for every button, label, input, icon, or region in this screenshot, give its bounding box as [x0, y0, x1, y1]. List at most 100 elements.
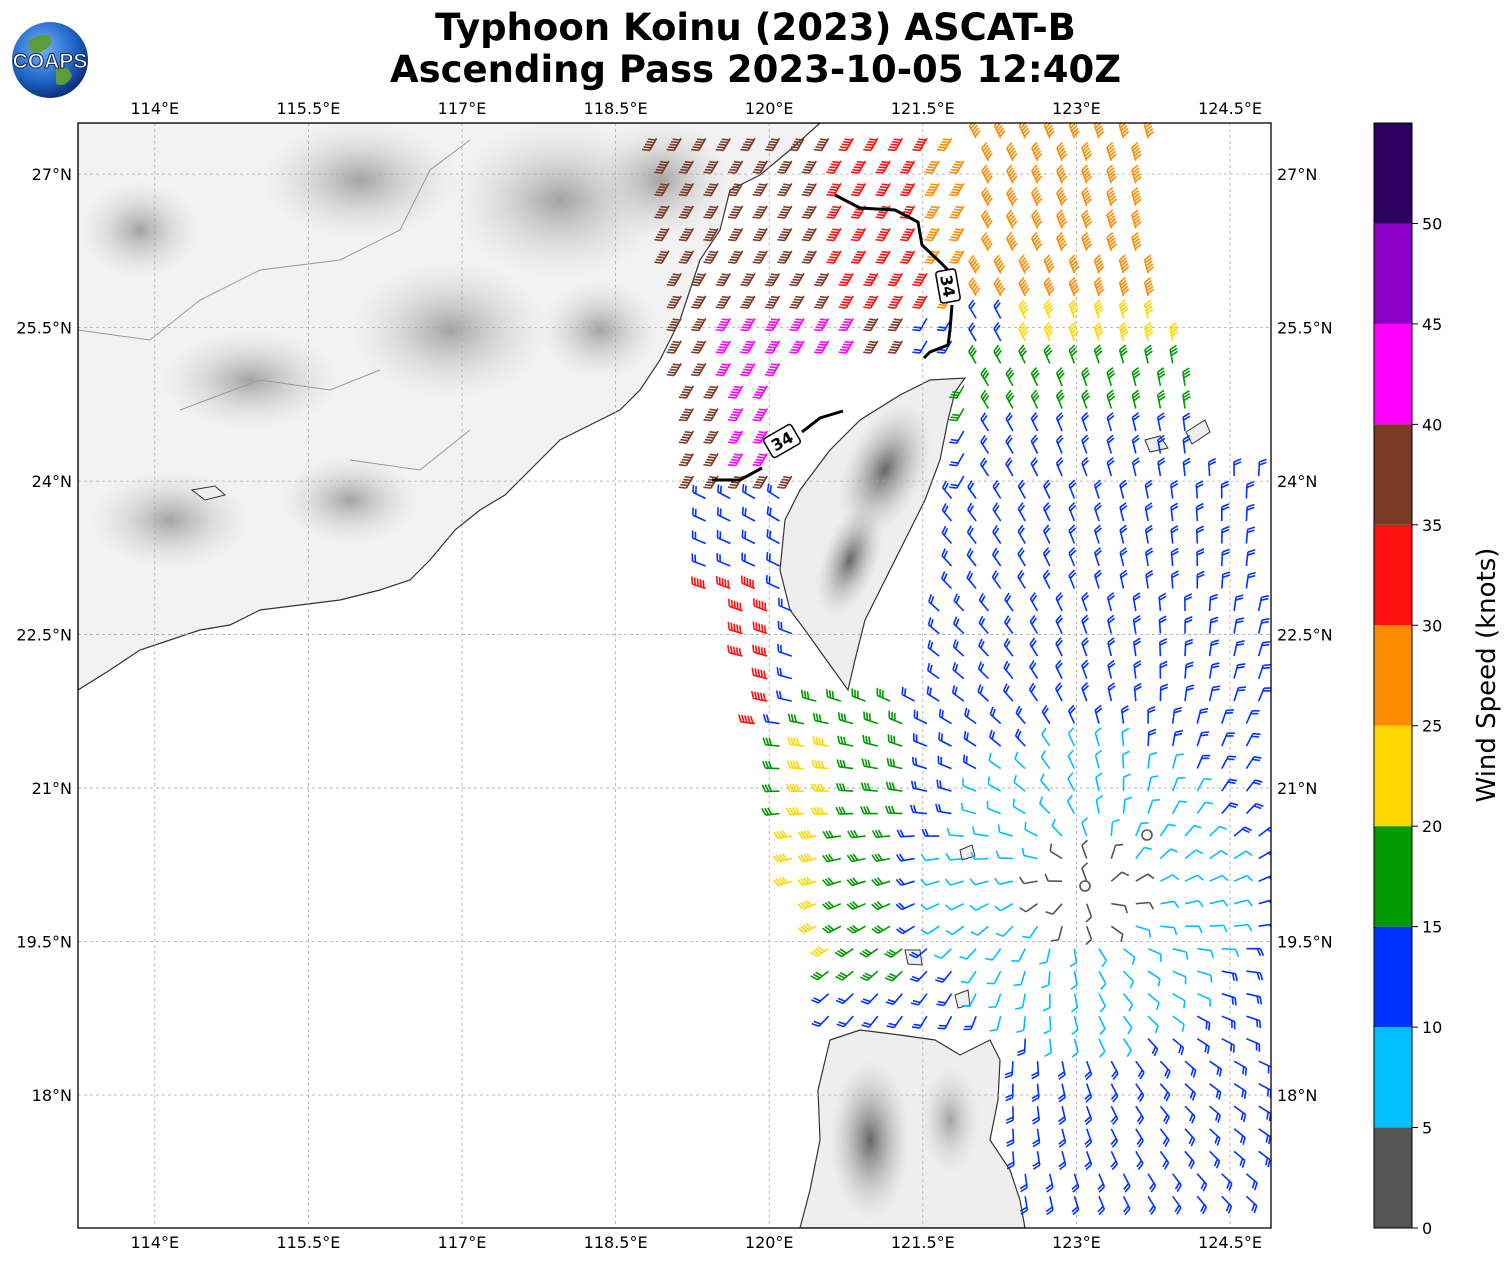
wind-barb — [1182, 389, 1191, 409]
wind-barb — [1159, 660, 1168, 679]
wind-barb — [715, 272, 731, 287]
wind-barb — [727, 205, 744, 219]
wind-barb — [1019, 1196, 1029, 1215]
wind-barb — [871, 901, 891, 911]
wind-barb — [1029, 614, 1039, 635]
wind-barb — [1135, 846, 1152, 860]
wind-barb — [1095, 772, 1103, 792]
wind-barb — [1081, 659, 1090, 679]
wind-barb — [1068, 569, 1077, 589]
colorbar-tick-label: 5 — [1422, 1119, 1432, 1138]
colorbar-segment — [1374, 223, 1412, 324]
wind-barb — [786, 760, 805, 770]
wind-barb — [980, 457, 990, 477]
wind-barb — [666, 295, 682, 309]
wind-barb — [876, 687, 891, 702]
wind-barb — [752, 160, 768, 174]
wind-barb — [969, 902, 989, 911]
wind-barb — [703, 385, 719, 399]
wind-barb — [1081, 434, 1090, 454]
wind-barb — [888, 710, 903, 725]
wind-barb — [1068, 344, 1078, 364]
wind-barb — [727, 385, 744, 399]
wind-barb — [826, 182, 842, 197]
wind-barb — [777, 227, 793, 242]
wind-barb — [1257, 594, 1270, 612]
wind-barb — [949, 182, 965, 197]
wind-barb — [678, 408, 695, 422]
wind-barb — [1045, 1173, 1054, 1193]
wind-barb — [989, 706, 1002, 725]
wind-barb — [1258, 1128, 1271, 1145]
wind-barb — [1195, 525, 1205, 544]
wind-barb — [1070, 993, 1079, 1013]
wind-barb — [937, 1015, 953, 1030]
wind-barb — [1233, 1150, 1246, 1168]
wind-barb — [1221, 571, 1231, 589]
wind-barb — [944, 902, 965, 911]
wind-barb — [935, 970, 953, 983]
wind-barb — [1093, 569, 1102, 589]
wind-barb — [1209, 1150, 1221, 1169]
wind-barb — [775, 690, 792, 702]
wind-barb — [885, 993, 903, 1006]
wind-barb — [1184, 1083, 1196, 1101]
wind-barb — [863, 317, 879, 332]
wind-barb — [1245, 1195, 1258, 1214]
wind-barb — [741, 529, 756, 545]
lat-tick-label-left: 18°N — [32, 1086, 72, 1105]
wind-barb — [1068, 502, 1077, 522]
wind-barb — [1145, 569, 1154, 589]
wind-barb — [1245, 709, 1260, 724]
wind-barb — [1135, 1150, 1144, 1170]
wind-barb — [813, 340, 830, 354]
wind-barb — [1081, 457, 1090, 477]
wind-barb — [1119, 524, 1128, 544]
wind-barb — [895, 878, 915, 887]
wind-barb — [1208, 685, 1221, 702]
wind-barb — [752, 644, 768, 657]
wind-barb — [1221, 1173, 1233, 1191]
wind-barb — [777, 620, 793, 635]
wind-barb — [994, 903, 1014, 912]
wind-barb — [936, 993, 953, 1007]
wind-barb — [1144, 479, 1153, 499]
wind-barb — [834, 948, 854, 958]
wind-barb — [1085, 903, 1093, 923]
wind-barb — [1172, 1195, 1182, 1215]
colorbar-segment — [1374, 926, 1412, 1028]
wind-barb — [666, 137, 682, 152]
wind-barb — [777, 160, 793, 174]
wind-barb — [980, 412, 990, 432]
wind-barb — [1106, 186, 1117, 207]
wind-barb — [1056, 164, 1068, 184]
wind-barb — [761, 784, 780, 793]
wind-barb — [1209, 899, 1229, 907]
wind-barb — [1003, 615, 1014, 635]
wind-barb — [654, 160, 670, 174]
wind-barb — [949, 250, 965, 264]
wind-barb — [926, 662, 940, 680]
wind-barb — [1094, 749, 1103, 769]
wind-barb — [1184, 1060, 1197, 1078]
wind-barb — [1056, 231, 1068, 252]
wind-barb — [678, 227, 695, 242]
wind-barb — [1110, 843, 1124, 859]
wind-barb — [703, 430, 719, 444]
wind-barb — [678, 250, 695, 264]
map-frame — [77, 122, 1272, 1229]
wind-barb — [1017, 479, 1026, 499]
wind-barb — [1044, 873, 1063, 882]
wind-barb — [884, 948, 903, 958]
wind-barb — [1068, 321, 1079, 342]
wind-barb — [1135, 925, 1151, 938]
wind-barb — [997, 824, 1014, 837]
wind-barb — [1068, 276, 1080, 297]
wind-barb — [1081, 366, 1091, 387]
wind-barb — [1055, 457, 1064, 477]
wind-barb — [895, 853, 915, 862]
wind-barb — [1185, 925, 1203, 934]
wind-barb — [846, 877, 866, 887]
wind-barb — [1058, 1106, 1067, 1126]
wind-barb — [1233, 663, 1246, 679]
